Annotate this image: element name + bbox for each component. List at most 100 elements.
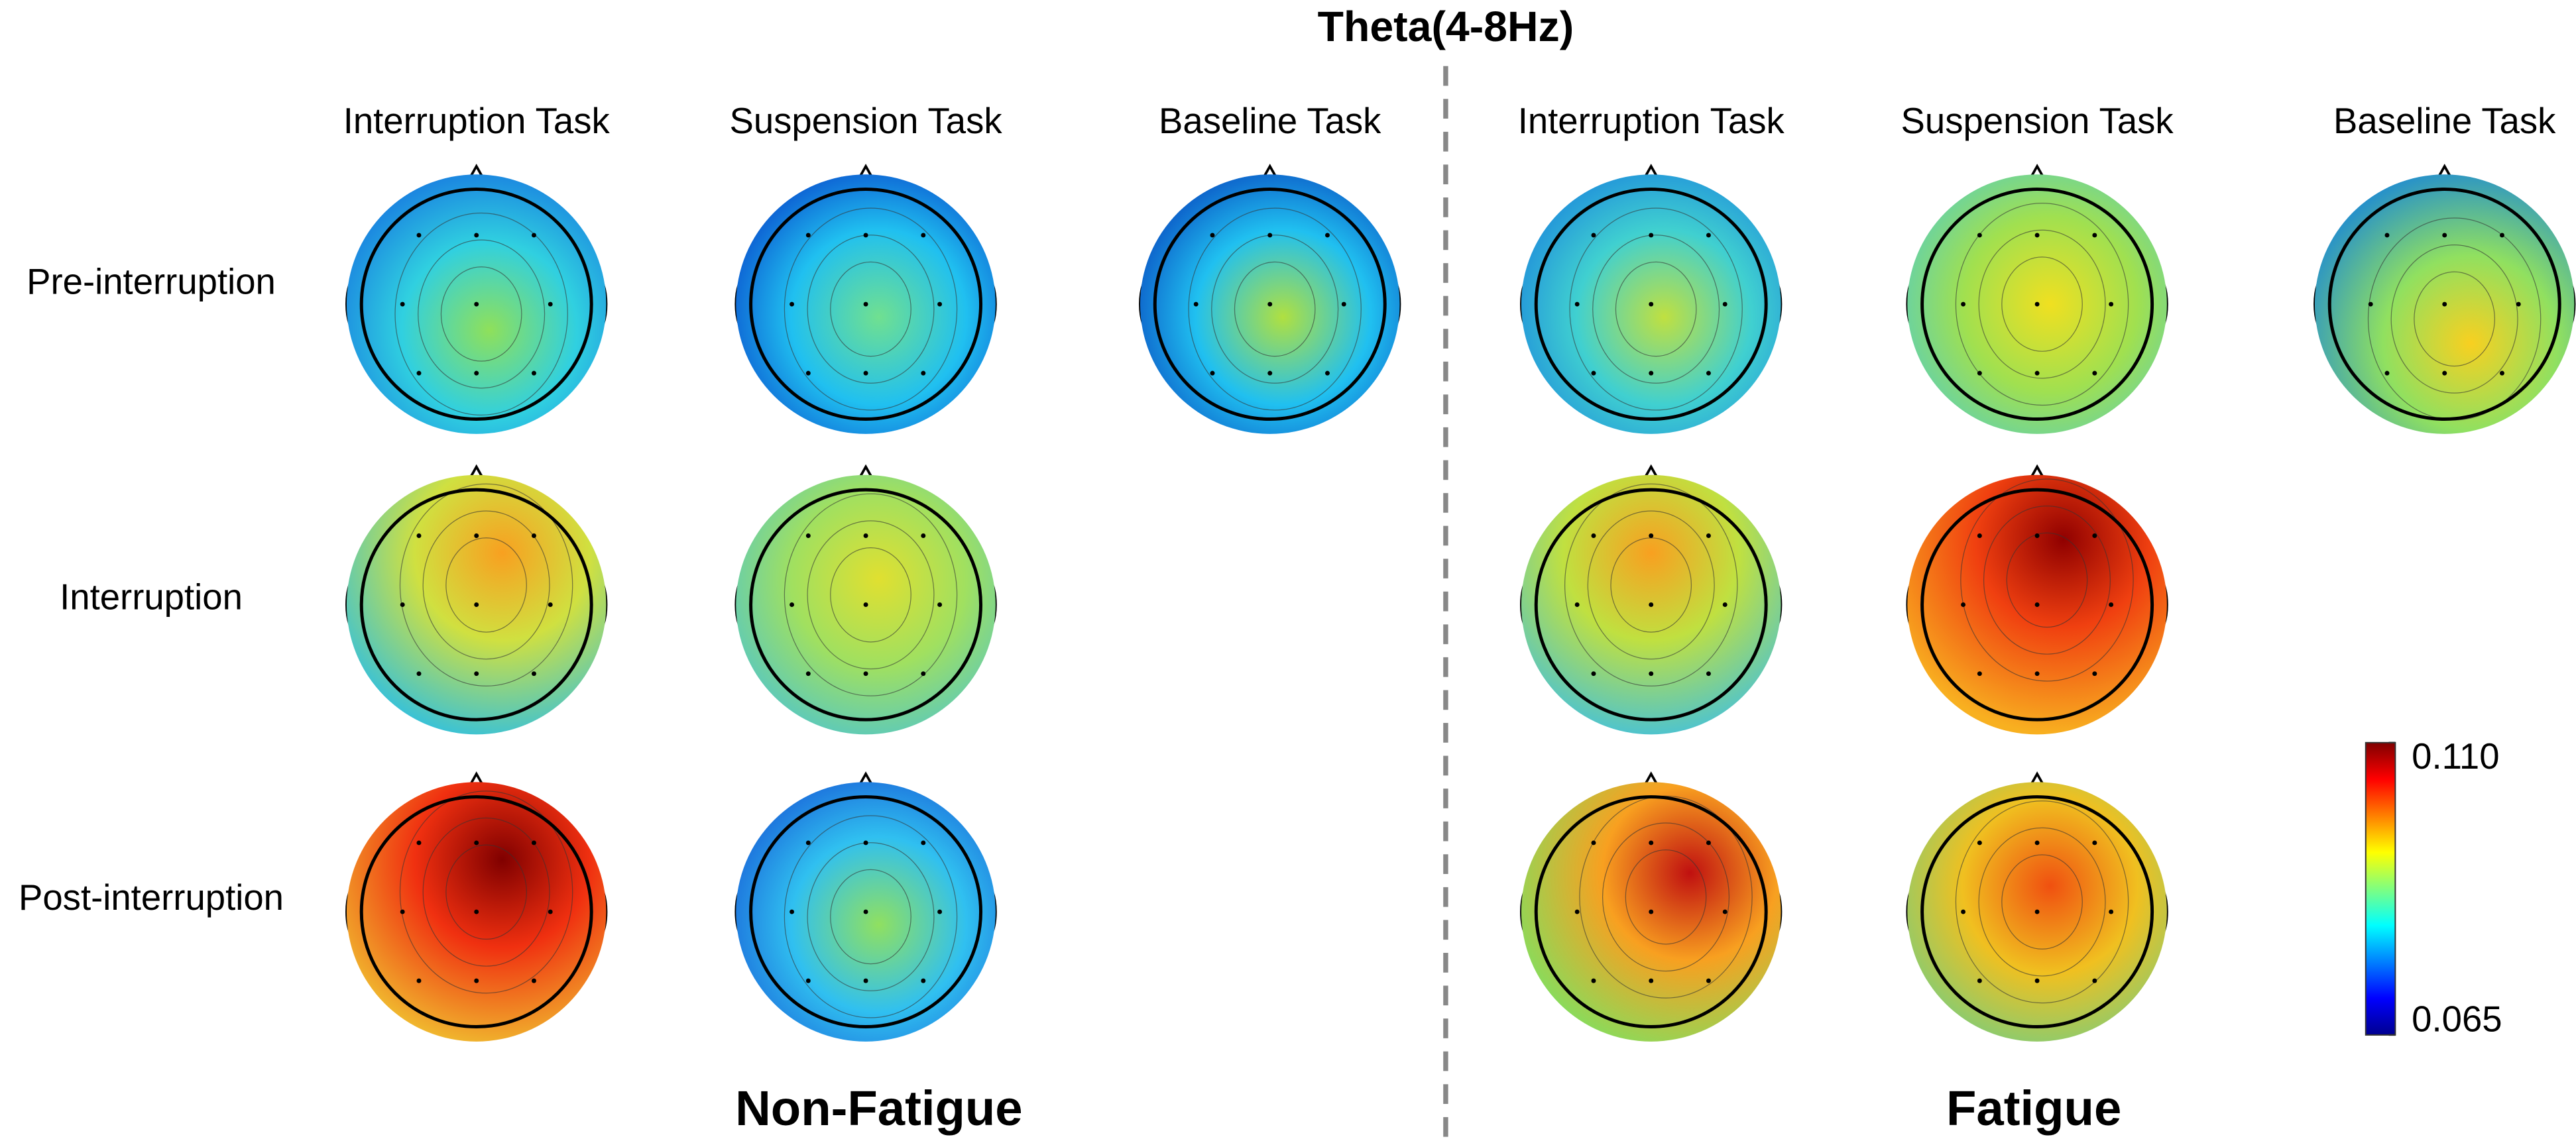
electrode: [805, 233, 811, 238]
electrode: [474, 233, 479, 238]
electrode: [2034, 671, 2040, 677]
head-outline: [749, 188, 983, 421]
head-outline: [1534, 488, 1768, 722]
contour-line: [1978, 827, 2106, 977]
electrode: [2034, 370, 2040, 376]
electrode: [921, 978, 926, 983]
electrode: [1574, 909, 1580, 914]
electrode: [1649, 602, 1654, 608]
row-label: Interruption: [60, 577, 243, 618]
contour-line: [399, 791, 573, 994]
contour-line: [399, 483, 573, 686]
electrode: [531, 370, 536, 376]
electrode: [1649, 301, 1654, 307]
topomap: [1520, 464, 1783, 735]
topomap: [734, 771, 997, 1042]
electrode: [1267, 370, 1273, 376]
contour-line: [2001, 854, 2083, 950]
electrode: [1267, 233, 1273, 238]
electrode: [1574, 602, 1580, 608]
head-outline: [1534, 795, 1768, 1028]
contour-line: [1955, 203, 2129, 406]
electrode: [1977, 978, 1982, 983]
electrode: [2092, 840, 2097, 846]
electrode: [863, 301, 868, 307]
contour-line: [830, 869, 911, 965]
electrode: [1961, 909, 1966, 914]
column-header: Baseline Task: [1159, 101, 1381, 141]
electrode: [2092, 233, 2097, 238]
head-outline: [1534, 188, 1768, 421]
group-label: Fatigue: [1946, 1081, 2121, 1136]
electrode: [805, 671, 811, 677]
electrode: [400, 301, 405, 307]
head-outline: [359, 795, 593, 1028]
electrode: [416, 671, 422, 677]
electrode: [1722, 301, 1727, 307]
electrode: [2034, 233, 2040, 238]
contour-line: [422, 817, 550, 967]
electrode: [921, 233, 926, 238]
head-outline: [749, 795, 983, 1028]
head-outline: [359, 188, 593, 421]
contour-line: [784, 815, 958, 1018]
electrode: [1649, 233, 1654, 238]
electrode: [805, 840, 811, 846]
colorbar: [2365, 741, 2396, 1036]
contour-line: [2414, 271, 2495, 367]
electrode: [1706, 978, 1711, 983]
electrode: [2384, 233, 2390, 238]
contour-line: [1234, 261, 1316, 357]
electrode: [1649, 840, 1654, 846]
topomap: [345, 464, 608, 735]
electrode: [1706, 533, 1711, 538]
head-outline: [1153, 188, 1387, 421]
electrode: [921, 533, 926, 538]
electrode: [2516, 301, 2521, 307]
electrode: [2034, 840, 2040, 846]
electrode: [863, 671, 868, 677]
electrode: [2500, 233, 2504, 238]
contour-line: [1960, 478, 2134, 682]
topomap: [1906, 771, 2168, 1042]
electrode: [548, 602, 553, 608]
electrode: [1706, 671, 1711, 677]
topomap: [1906, 164, 2168, 434]
electrode: [474, 978, 479, 983]
electrode: [1193, 301, 1199, 307]
head-outline: [359, 488, 593, 722]
column-header: Baseline Task: [2333, 101, 2556, 141]
topomap: [1906, 464, 2168, 735]
electrode: [416, 533, 422, 538]
contour-line: [1602, 822, 1730, 972]
electrode: [1977, 671, 1982, 677]
electrode: [531, 840, 536, 846]
electrode: [2109, 602, 2114, 608]
topomap: [1139, 164, 1401, 434]
topomap: [345, 164, 608, 434]
contour-line: [1625, 849, 1707, 945]
electrode: [1977, 370, 1982, 376]
row-label: Post-interruption: [19, 877, 284, 918]
electrode: [1591, 671, 1596, 677]
contour-line: [1188, 207, 1362, 411]
head-outline: [1920, 795, 2154, 1028]
figure-title: Theta(4-8Hz): [1318, 3, 1574, 50]
contour-line: [1569, 207, 1743, 411]
electrode: [805, 370, 811, 376]
contour-line: [1587, 510, 1715, 660]
column-header: Suspension Task: [729, 101, 1002, 141]
contour-line: [445, 537, 527, 633]
electrode: [863, 533, 868, 538]
electrode: [1210, 233, 1215, 238]
electrode: [2109, 301, 2114, 307]
contour-line: [1615, 261, 1697, 357]
electrode: [790, 301, 795, 307]
contour-line: [1955, 800, 2129, 1004]
head-outline: [1920, 188, 2154, 421]
electrode: [863, 602, 868, 608]
topomap: [2313, 164, 2576, 434]
electrode: [1591, 370, 1596, 376]
electrode: [416, 840, 422, 846]
